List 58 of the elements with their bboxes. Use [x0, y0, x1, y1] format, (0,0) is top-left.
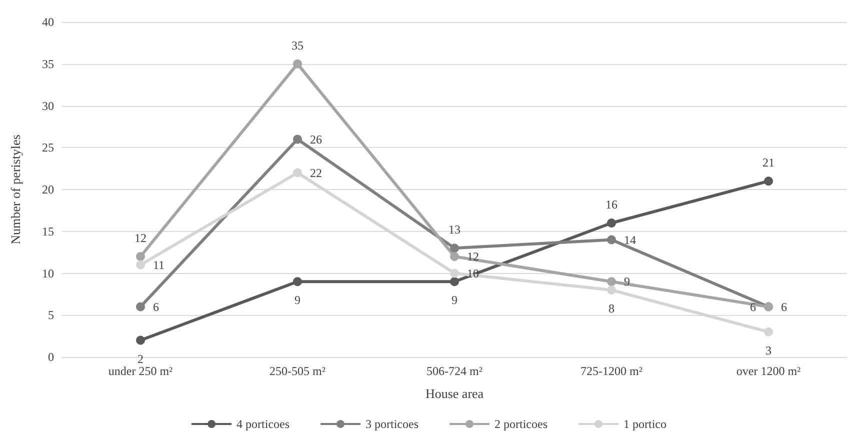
data-label: 35	[292, 38, 304, 52]
point	[450, 277, 459, 286]
legend-label: 3 porticoes	[366, 417, 419, 431]
y-tick-label: 25	[42, 140, 54, 155]
x-tick-label: 506-724 m²	[426, 364, 483, 378]
point	[764, 327, 773, 336]
data-label: 16	[606, 198, 618, 212]
x-tick-label: under 250 m²	[108, 364, 174, 378]
point	[607, 218, 616, 228]
data-label: 10	[467, 266, 479, 280]
y-tick-label: 10	[42, 266, 54, 280]
data-label: 8	[608, 302, 614, 316]
data-label: 6	[750, 300, 756, 314]
y-tick-label: 20	[42, 182, 54, 196]
point	[136, 252, 145, 261]
point	[293, 59, 302, 68]
data-label: 9	[452, 293, 458, 308]
point	[136, 260, 145, 270]
x-axis-title: House area	[425, 386, 484, 401]
x-tick-label: 250-505 m²	[270, 364, 326, 378]
data-label: 22	[310, 166, 322, 180]
x-tick-label: 725-1200 m²	[580, 364, 643, 378]
y-tick-label: 30	[42, 98, 54, 113]
y-tick-label: 15	[42, 224, 54, 238]
point	[764, 176, 773, 186]
y-tick-label: 5	[48, 308, 54, 322]
point	[607, 277, 616, 286]
data-label: 14	[624, 232, 636, 247]
point	[293, 277, 302, 286]
data-label: 12	[134, 231, 146, 245]
data-label: 6	[153, 300, 159, 314]
data-label: 26	[310, 132, 322, 146]
point	[450, 252, 459, 261]
data-label: 3	[766, 343, 772, 358]
y-tick-label: 35	[42, 56, 54, 71]
legend-label: 2 porticoes	[494, 417, 548, 431]
point	[293, 134, 302, 144]
x-tick-label: over 1200 m²	[736, 364, 802, 378]
data-label: 11	[153, 258, 165, 272]
point	[136, 336, 145, 345]
point	[450, 268, 459, 278]
data-label: 9	[294, 293, 300, 308]
data-label: 21	[762, 156, 774, 170]
data-label: 6	[781, 300, 787, 314]
y-axis-title: Number of peristyles	[8, 134, 23, 244]
point	[136, 302, 145, 312]
data-label: 2	[138, 352, 144, 366]
y-tick-label: 40	[42, 15, 54, 29]
point	[293, 168, 302, 178]
point	[607, 286, 616, 294]
y-tick-label: 0	[48, 350, 54, 364]
point	[607, 235, 616, 244]
data-label: 12	[467, 250, 479, 264]
legend-label: 4 porticoes	[236, 417, 290, 431]
data-label: 13	[448, 222, 460, 237]
data-label: 9	[624, 274, 630, 289]
legend-label: 1 portico	[623, 417, 666, 431]
point	[450, 244, 459, 253]
